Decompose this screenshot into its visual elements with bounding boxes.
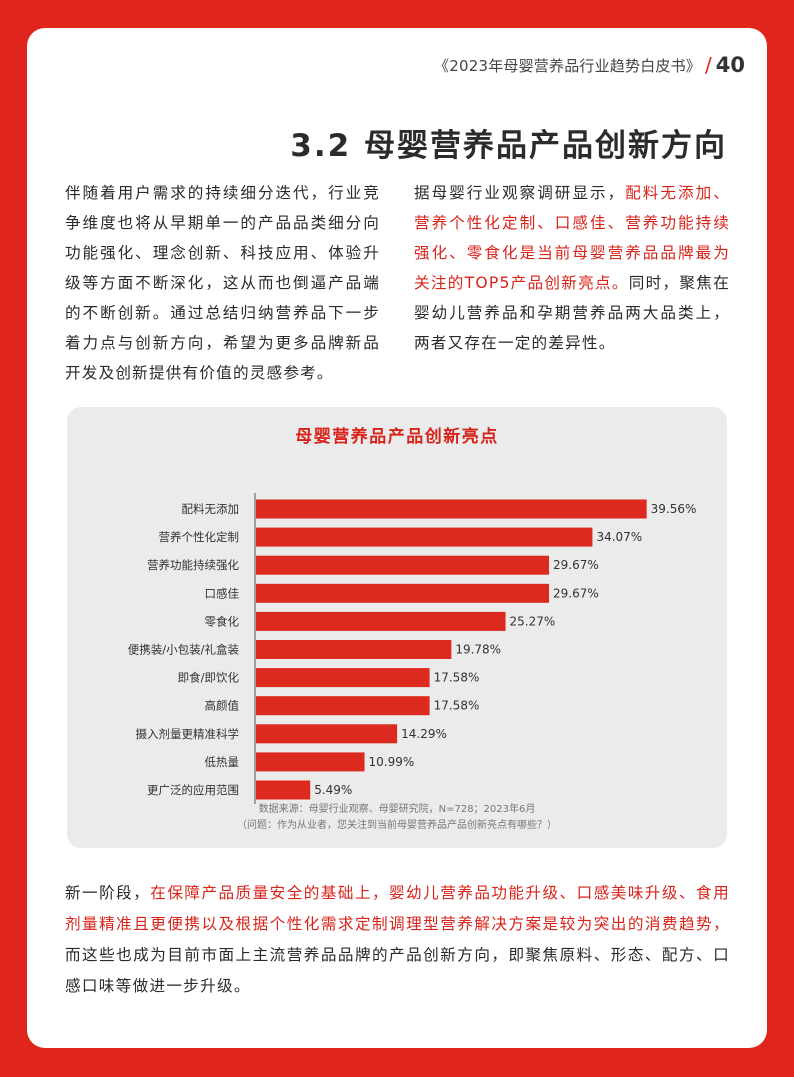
bar (256, 696, 430, 716)
bottom-paragraph-intro: 新一阶段， (65, 884, 151, 902)
bar (256, 780, 311, 800)
category-label: 配料无添加 (182, 502, 240, 516)
category-label: 摄入剂量更精准科学 (136, 727, 240, 741)
value-label: 39.56% (651, 502, 697, 516)
header-separator: / (705, 53, 712, 77)
bar (256, 640, 452, 659)
right-paragraph-highlight: 配料无添加、营养个性化定制、口感佳、营养功能持续强化、零食化是当前母婴营养品品牌… (414, 184, 730, 292)
right-paragraph: 据母婴行业观察调研显示，配料无添加、营养个性化定制、口感佳、营养功能持续强化、零… (414, 178, 730, 358)
value-label: 17.58% (434, 671, 480, 685)
bar (256, 752, 365, 772)
value-label: 34.07% (596, 530, 642, 544)
chart-title: 母婴营养品产品创新亮点 (295, 427, 499, 447)
value-label: 10.99% (369, 755, 415, 769)
right-paragraph-outro: 同时，聚焦在婴幼儿营养品和孕期营养品两大品类上，两者又存在一定的差异性。 (414, 274, 730, 352)
category-label: 更广泛的应用范围 (147, 783, 239, 797)
value-label: 14.29% (401, 727, 447, 741)
bar (256, 611, 506, 631)
bar (256, 527, 593, 547)
report-title: 《2023年母婴营养品行业趋势白皮书》 (434, 56, 702, 75)
bottom-paragraph-highlight: 在保障产品质量安全的基础上，婴幼儿营养品功能升级、口感美味升级、食用剂量精准且更… (65, 884, 730, 933)
bar (256, 583, 549, 603)
value-label: 17.58% (434, 699, 480, 713)
chart-source-note: 数据来源：母婴行业观察、母婴研究院，N=728；2023年6月 (258, 804, 536, 815)
chart-question-note: （问题：作为从业者，您关注到当前母婴营养品产品创新亮点有哪些？） (237, 820, 557, 831)
left-paragraph: 伴随着用户需求的持续细分迭代，行业竞争维度也将从早期单一的产品品类细分向功能强化… (65, 184, 380, 382)
value-label: 25.27% (510, 614, 556, 628)
bottom-paragraph: 新一阶段，在保障产品质量安全的基础上，婴幼儿营养品功能升级、口感美味升级、食用剂… (65, 878, 730, 1002)
value-label: 29.67% (553, 558, 599, 572)
category-label: 低热量 (205, 755, 240, 769)
document-page: 《2023年母婴营养品行业趋势白皮书》 / 40 3.2 母婴营养品产品创新方向… (27, 28, 767, 1048)
category-label: 高颜值 (205, 699, 240, 713)
bar (256, 555, 549, 575)
value-label: 19.78% (455, 643, 501, 657)
bar (256, 668, 430, 688)
page-header: 《2023年母婴营养品行业趋势白皮书》 / 40 (434, 50, 745, 80)
section-title: 3.2 母婴营养品产品创新方向 (290, 128, 727, 164)
bar (256, 499, 647, 519)
category-label: 便携装/小包装/礼盒装 (128, 643, 240, 657)
category-label: 即食/即饮化 (178, 671, 240, 685)
category-label: 零食化 (205, 614, 240, 628)
right-paragraph-intro: 据母婴行业观察调研显示， (414, 184, 626, 202)
category-label: 营养个性化定制 (159, 530, 240, 544)
category-label: 口感佳 (205, 586, 240, 600)
value-label: 29.67% (553, 586, 599, 600)
category-label: 营养功能持续强化 (147, 558, 239, 572)
value-label: 5.49% (314, 783, 352, 797)
bar (256, 724, 398, 744)
chart-card: 母婴营养品产品创新亮点 配料无添加 39.56% 营养个性化定制 34.07% 营养功能… (67, 407, 727, 848)
bottom-paragraph-outro: 而这些也成为目前市面上主流营养品品牌的产品创新方向，即聚焦原料、形态、配方、口感… (65, 946, 730, 995)
page-number: 40 (715, 53, 745, 77)
bar-chart: 配料无添加 39.56% 营养个性化定制 34.07% 营养功能持续强化 29.67% 口感… (128, 493, 697, 804)
